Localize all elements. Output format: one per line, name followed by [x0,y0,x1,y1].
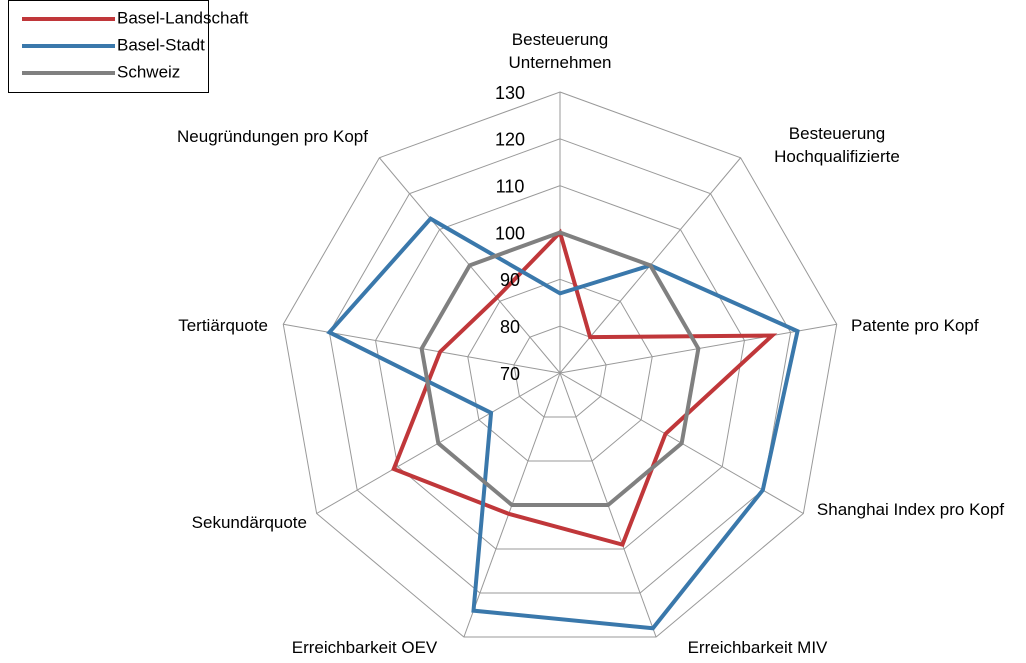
grid-ring [467,278,653,462]
series-line [419,230,701,508]
category-label: Tertiärquote [178,316,268,335]
y-tick-label: 100 [495,223,525,243]
category-label: Erreichbarkeit OEV [291,638,438,657]
series-line [391,228,778,548]
y-tick-label: 70 [500,364,520,384]
y-tick-label: 80 [500,317,520,337]
y-tick-label: 130 [495,83,525,103]
category-label: Patente pro Kopf [851,316,979,335]
legend-label: Basel-Stadt [117,35,205,54]
y-tick-label: 90 [500,270,520,290]
legend-label: Schweiz [117,62,180,81]
category-label: Neugründungen pro Kopf [177,127,368,146]
grid-ring [513,325,607,418]
legend-label: Basel-Landschaft [117,8,249,27]
category-label: Shanghai Index pro Kopf [816,500,1005,519]
y-tick-label: 120 [495,130,525,150]
grid-ring [328,138,792,594]
grid-ring [374,185,746,550]
grid-ring [282,91,838,638]
category-label: Besteuerung Hochqualifizierte [774,124,900,166]
category-label: Besteuerung Unternehmen [508,30,612,72]
category-label: Erreichbarkeit MIV [687,638,828,657]
series-line [326,216,800,631]
category-label: Sekundärquote [191,513,307,532]
y-tick-label: 110 [496,176,525,196]
